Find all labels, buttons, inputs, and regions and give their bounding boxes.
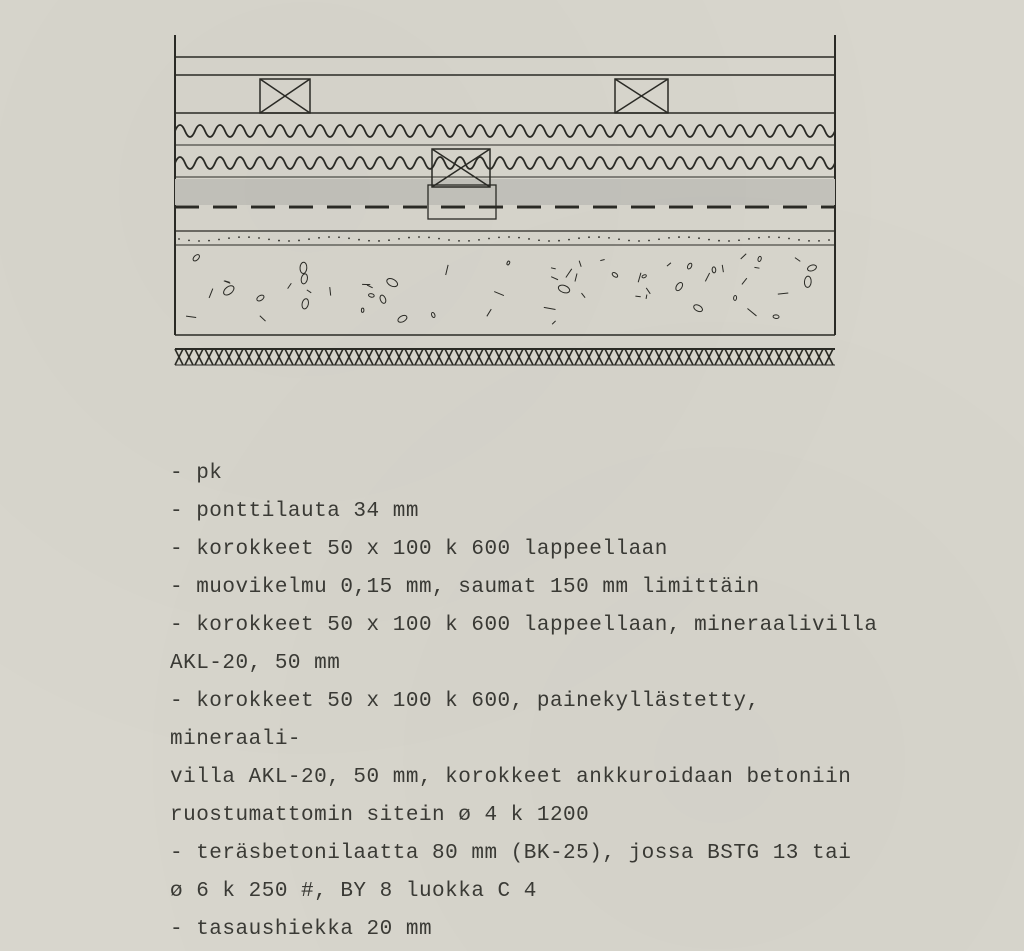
- specification-list: - pk- ponttilauta 34 mm- korokkeet 50 x …: [170, 455, 890, 951]
- cross-section-diagram: [170, 35, 840, 375]
- spec-line: - ponttilauta 34 mm: [170, 493, 890, 531]
- spec-line: villa AKL-20, 50 mm, korokkeet ankkuroid…: [170, 759, 890, 797]
- spec-line: - tasaushiekka 20 mm: [170, 911, 890, 949]
- spec-line: - korokkeet 50 x 100 k 600, painekylläst…: [170, 683, 890, 759]
- spec-line: AKL-20, 50 mm: [170, 645, 890, 683]
- spec-line: ruostumattomin sitein ø 4 k 1200: [170, 797, 890, 835]
- spec-line: - korokkeet 50 x 100 k 600 lappeellaan: [170, 531, 890, 569]
- spec-line: ø 6 k 250 #, BY 8 luokka C 4: [170, 873, 890, 911]
- spec-line: - teräsbetonilaatta 80 mm (BK-25), jossa…: [170, 835, 890, 873]
- diagram-svg: [170, 35, 840, 375]
- spec-line: - muovikelmu 0,15 mm, saumat 150 mm limi…: [170, 569, 890, 607]
- spec-line: - korokkeet 50 x 100 k 600 lappeellaan, …: [170, 607, 890, 645]
- page: - pk- ponttilauta 34 mm- korokkeet 50 x …: [0, 0, 1024, 951]
- spec-line: - pk: [170, 455, 890, 493]
